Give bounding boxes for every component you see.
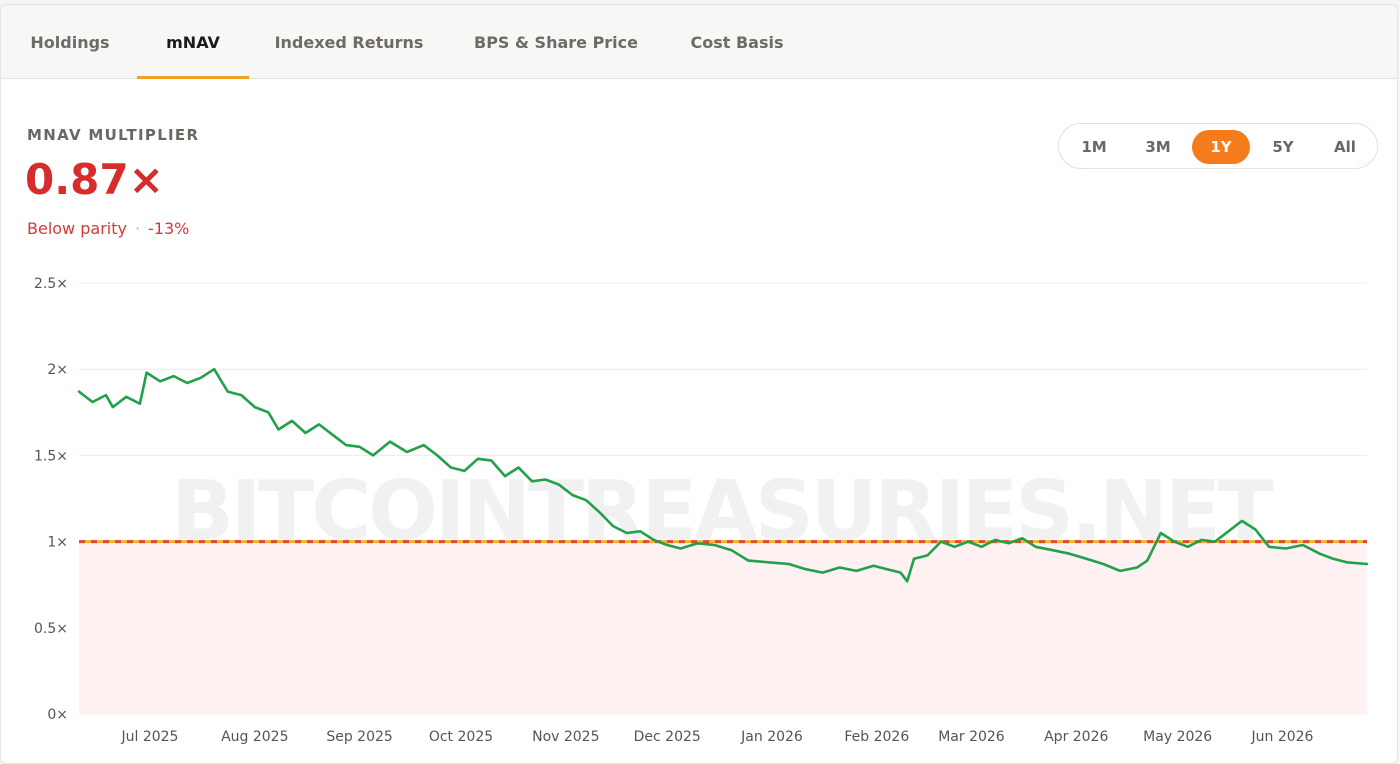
tab-cost-basis[interactable]: Cost Basis bbox=[690, 33, 784, 52]
x-tick-label: Oct 2025 bbox=[429, 729, 493, 745]
range-1m-button[interactable]: 1M bbox=[1081, 138, 1107, 156]
y-tick-label: 0× bbox=[47, 707, 68, 723]
y-axis: 0× 0.5× 1× 1.5× 2× 2.5× bbox=[34, 276, 68, 723]
active-tab-indicator bbox=[137, 76, 249, 79]
mnav-chart: BITCOINTREASURIES.NET 0× 0.5× 1× 1.5× 2× 2.5×… bbox=[34, 276, 1369, 745]
range-all-button[interactable]: All bbox=[1334, 138, 1356, 156]
mnav-card: Holdings mNAV Indexed Returns BPS & Shar… bbox=[0, 4, 1398, 764]
tab-bar: Holdings mNAV Indexed Returns BPS & Shar… bbox=[1, 5, 1397, 79]
y-tick-label: 2× bbox=[47, 362, 68, 378]
metric-change: -13% bbox=[148, 219, 190, 238]
x-tick-label: Feb 2026 bbox=[844, 729, 909, 745]
range-1y-button[interactable]: 1Y bbox=[1192, 130, 1250, 164]
x-tick-label: Jul 2025 bbox=[120, 729, 178, 745]
x-tick-label: Jun 2026 bbox=[1251, 729, 1314, 745]
y-tick-label: 1.5× bbox=[34, 448, 68, 464]
x-tick-label: Sep 2025 bbox=[326, 729, 392, 745]
range-5y-button[interactable]: 5Y bbox=[1272, 138, 1294, 156]
y-tick-label: 0.5× bbox=[34, 621, 68, 637]
tab-bps-share-price[interactable]: BPS & Share Price bbox=[474, 33, 638, 52]
range-selector: 1M 3M 1Y 5Y All bbox=[1058, 123, 1378, 169]
y-tick-label: 1× bbox=[47, 535, 68, 551]
tab-holdings[interactable]: Holdings bbox=[30, 33, 110, 52]
metric-status: Below parity bbox=[27, 219, 127, 238]
x-tick-label: Aug 2025 bbox=[221, 729, 288, 745]
x-tick-label: Jan 2026 bbox=[740, 729, 803, 745]
metric-value: 0.87× bbox=[25, 155, 164, 204]
metric-separator: · bbox=[134, 219, 141, 238]
x-tick-label: Apr 2026 bbox=[1044, 729, 1108, 745]
metric-label: MNAV MULTIPLIER bbox=[27, 126, 200, 144]
x-tick-label: Dec 2025 bbox=[634, 729, 701, 745]
mnav-series-line bbox=[77, 367, 1369, 583]
tab-indexed-returns[interactable]: Indexed Returns bbox=[274, 33, 424, 52]
x-tick-label: Nov 2025 bbox=[532, 729, 599, 745]
range-3m-button[interactable]: 3M bbox=[1145, 138, 1171, 156]
below-parity-area bbox=[79, 541, 1367, 714]
metric-status-line: Below parity · -13% bbox=[27, 219, 189, 238]
y-tick-label: 2.5× bbox=[34, 276, 68, 292]
x-axis: Jul 2025 Aug 2025 Sep 2025 Oct 2025 Nov 2025… bbox=[120, 729, 1313, 745]
x-tick-label: May 2026 bbox=[1143, 729, 1212, 745]
x-tick-label: Mar 2026 bbox=[938, 729, 1005, 745]
watermark-text: BITCOINTREASURIES.NET bbox=[171, 464, 1274, 559]
tab-mnav[interactable]: mNAV bbox=[166, 33, 220, 52]
